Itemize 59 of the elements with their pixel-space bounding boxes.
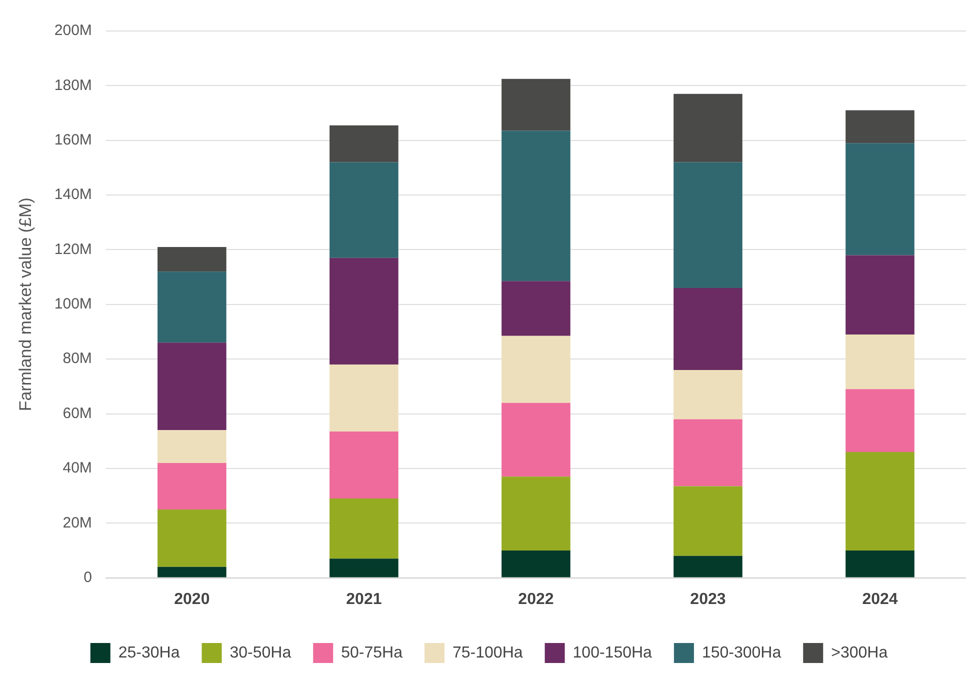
bar <box>846 143 914 256</box>
bar <box>502 476 570 550</box>
bar <box>846 110 914 144</box>
bar <box>502 281 570 336</box>
y-axis-title: Farmland market value (£M) <box>16 198 35 412</box>
bar <box>674 419 742 486</box>
bar <box>674 486 742 556</box>
legend-label: 30-50Ha <box>230 644 292 662</box>
y-tick-label: 160M <box>54 132 92 148</box>
bar <box>158 566 226 578</box>
bar <box>330 162 398 258</box>
y-tick-label: 20M <box>62 514 92 532</box>
y-tick-label: 100M <box>54 296 92 313</box>
bar <box>158 509 226 567</box>
bar <box>674 288 742 370</box>
y-tick-label: 40M <box>62 460 92 477</box>
legend-label: 150-300Ha <box>702 644 782 662</box>
bar <box>330 364 398 432</box>
bar <box>158 430 226 463</box>
bar <box>330 432 398 499</box>
bar <box>846 550 914 578</box>
y-tick-label: 80M <box>62 350 92 368</box>
y-tick-label: 0 <box>84 568 92 586</box>
bar <box>502 336 570 403</box>
bar <box>158 246 226 272</box>
x-tick-label: 2021 <box>346 590 382 608</box>
bar <box>330 258 398 365</box>
bar <box>330 558 398 578</box>
legend-label: 100-150Ha <box>572 644 652 662</box>
y-tick-label: 200M <box>54 22 92 40</box>
legend-label: 50-75Ha <box>341 644 403 662</box>
bar <box>674 94 742 162</box>
bar <box>674 370 742 420</box>
bar <box>846 255 914 334</box>
x-tick-label: 2024 <box>862 590 898 608</box>
bar <box>846 389 914 452</box>
bar <box>846 334 914 390</box>
y-tick-label: 140M <box>54 186 92 204</box>
bar <box>158 462 226 510</box>
legend-label: >300Ha <box>831 644 888 662</box>
legend-label: 75-100Ha <box>452 644 523 662</box>
bar <box>158 272 226 343</box>
x-tick-label: 2020 <box>174 590 210 608</box>
bar <box>330 125 398 162</box>
bar <box>502 550 570 578</box>
bar <box>846 452 914 550</box>
y-tick-label: 180M <box>54 76 92 94</box>
bar <box>158 342 226 430</box>
bar <box>502 78 570 131</box>
x-tick-label: 2022 <box>518 590 554 608</box>
bar <box>674 162 742 288</box>
x-tick-label: 2023 <box>690 590 726 608</box>
y-tick-label: 60M <box>62 404 92 422</box>
bar <box>502 402 570 477</box>
bar <box>502 130 570 282</box>
y-tick-label: 120M <box>54 240 92 258</box>
legend-label: 25-30Ha <box>118 644 180 662</box>
bar <box>330 498 398 559</box>
bar <box>674 556 742 578</box>
